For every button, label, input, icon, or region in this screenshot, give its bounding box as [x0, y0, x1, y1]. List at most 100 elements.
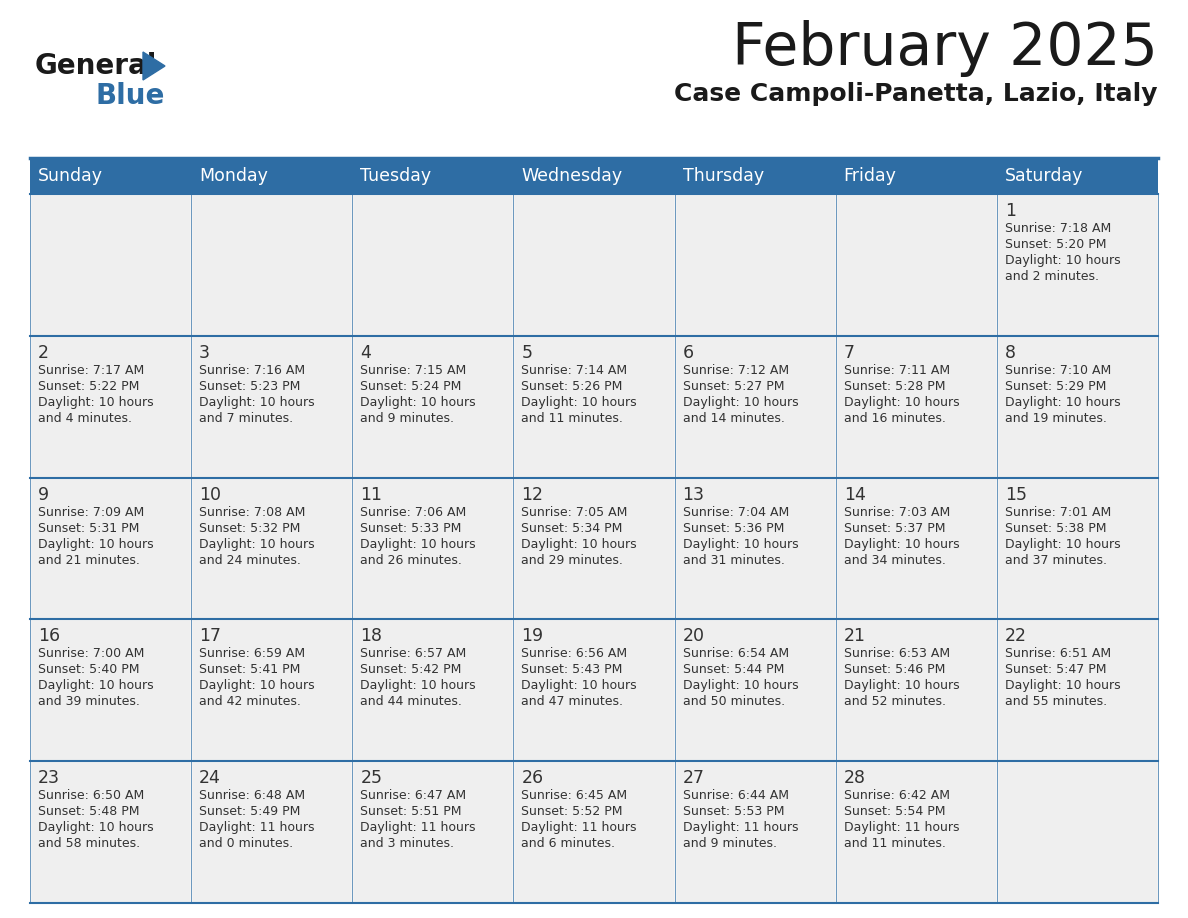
Bar — [191, 620, 353, 761]
Polygon shape — [143, 52, 165, 80]
Text: Daylight: 10 hours: Daylight: 10 hours — [200, 679, 315, 692]
Bar — [353, 761, 513, 903]
Text: and 9 minutes.: and 9 minutes. — [683, 837, 777, 850]
Text: and 19 minutes.: and 19 minutes. — [1005, 412, 1107, 425]
Text: Sunset: 5:36 PM: Sunset: 5:36 PM — [683, 521, 784, 534]
Text: 19: 19 — [522, 627, 544, 645]
Text: and 0 minutes.: and 0 minutes. — [200, 837, 293, 850]
Text: Sunset: 5:37 PM: Sunset: 5:37 PM — [843, 521, 946, 534]
Text: Daylight: 10 hours: Daylight: 10 hours — [38, 538, 153, 551]
Text: Sunrise: 7:04 AM: Sunrise: 7:04 AM — [683, 506, 789, 519]
Text: and 11 minutes.: and 11 minutes. — [522, 412, 624, 425]
Bar — [353, 158, 513, 194]
Text: 10: 10 — [200, 486, 221, 504]
Bar — [997, 477, 1158, 620]
Text: Sunset: 5:51 PM: Sunset: 5:51 PM — [360, 805, 462, 818]
Text: Thursday: Thursday — [683, 167, 764, 185]
Bar — [191, 336, 353, 477]
Text: and 47 minutes.: and 47 minutes. — [522, 696, 624, 709]
Bar — [191, 761, 353, 903]
Text: Sunset: 5:28 PM: Sunset: 5:28 PM — [843, 380, 946, 393]
Text: Sunrise: 7:15 AM: Sunrise: 7:15 AM — [360, 364, 467, 376]
Bar — [997, 336, 1158, 477]
Bar — [353, 620, 513, 761]
Text: 1: 1 — [1005, 202, 1016, 220]
Text: Sunrise: 7:08 AM: Sunrise: 7:08 AM — [200, 506, 305, 519]
Text: Friday: Friday — [843, 167, 897, 185]
Text: Sunrise: 6:59 AM: Sunrise: 6:59 AM — [200, 647, 305, 660]
Bar — [513, 620, 675, 761]
Bar — [30, 194, 191, 336]
Text: and 21 minutes.: and 21 minutes. — [38, 554, 140, 566]
Text: and 26 minutes.: and 26 minutes. — [360, 554, 462, 566]
Text: Daylight: 11 hours: Daylight: 11 hours — [683, 822, 798, 834]
Bar — [191, 477, 353, 620]
Text: and 2 minutes.: and 2 minutes. — [1005, 270, 1099, 283]
Bar — [675, 761, 835, 903]
Text: 26: 26 — [522, 769, 544, 788]
Text: and 6 minutes.: and 6 minutes. — [522, 837, 615, 850]
Text: Sunrise: 7:10 AM: Sunrise: 7:10 AM — [1005, 364, 1111, 376]
Text: Sunset: 5:38 PM: Sunset: 5:38 PM — [1005, 521, 1106, 534]
Text: Sunrise: 6:51 AM: Sunrise: 6:51 AM — [1005, 647, 1111, 660]
Text: and 39 minutes.: and 39 minutes. — [38, 696, 140, 709]
Text: and 44 minutes.: and 44 minutes. — [360, 696, 462, 709]
Text: Daylight: 10 hours: Daylight: 10 hours — [843, 538, 960, 551]
Bar — [353, 336, 513, 477]
Text: Sunrise: 7:00 AM: Sunrise: 7:00 AM — [38, 647, 145, 660]
Text: Sunset: 5:52 PM: Sunset: 5:52 PM — [522, 805, 623, 818]
Text: Daylight: 10 hours: Daylight: 10 hours — [683, 396, 798, 409]
Text: Blue: Blue — [95, 82, 164, 110]
Bar — [997, 194, 1158, 336]
Text: 21: 21 — [843, 627, 866, 645]
Text: 15: 15 — [1005, 486, 1026, 504]
Text: 22: 22 — [1005, 627, 1026, 645]
Text: Daylight: 10 hours: Daylight: 10 hours — [522, 679, 637, 692]
Bar — [30, 620, 191, 761]
Text: Sunset: 5:27 PM: Sunset: 5:27 PM — [683, 380, 784, 393]
Text: Sunset: 5:22 PM: Sunset: 5:22 PM — [38, 380, 139, 393]
Text: Sunrise: 7:14 AM: Sunrise: 7:14 AM — [522, 364, 627, 376]
Text: and 7 minutes.: and 7 minutes. — [200, 412, 293, 425]
Bar — [835, 158, 997, 194]
Bar — [30, 477, 191, 620]
Text: and 55 minutes.: and 55 minutes. — [1005, 696, 1107, 709]
Text: Daylight: 10 hours: Daylight: 10 hours — [1005, 679, 1120, 692]
Text: Daylight: 11 hours: Daylight: 11 hours — [843, 822, 959, 834]
Text: Sunset: 5:26 PM: Sunset: 5:26 PM — [522, 380, 623, 393]
Text: Saturday: Saturday — [1005, 167, 1083, 185]
Text: Daylight: 10 hours: Daylight: 10 hours — [522, 538, 637, 551]
Bar — [835, 336, 997, 477]
Text: 23: 23 — [38, 769, 61, 788]
Bar — [997, 620, 1158, 761]
Text: Sunrise: 6:56 AM: Sunrise: 6:56 AM — [522, 647, 627, 660]
Text: 16: 16 — [38, 627, 61, 645]
Text: and 34 minutes.: and 34 minutes. — [843, 554, 946, 566]
Text: and 31 minutes.: and 31 minutes. — [683, 554, 784, 566]
Bar — [997, 761, 1158, 903]
Text: 28: 28 — [843, 769, 866, 788]
Text: 13: 13 — [683, 486, 704, 504]
Text: Daylight: 10 hours: Daylight: 10 hours — [200, 538, 315, 551]
Text: Sunrise: 7:11 AM: Sunrise: 7:11 AM — [843, 364, 950, 376]
Text: 9: 9 — [38, 486, 49, 504]
Text: Sunrise: 6:50 AM: Sunrise: 6:50 AM — [38, 789, 144, 802]
Text: Daylight: 10 hours: Daylight: 10 hours — [683, 538, 798, 551]
Text: Daylight: 10 hours: Daylight: 10 hours — [1005, 538, 1120, 551]
Text: Sunrise: 6:57 AM: Sunrise: 6:57 AM — [360, 647, 467, 660]
Bar — [353, 194, 513, 336]
Text: Wednesday: Wednesday — [522, 167, 623, 185]
Text: 8: 8 — [1005, 344, 1016, 362]
Text: 18: 18 — [360, 627, 383, 645]
Text: Sunset: 5:53 PM: Sunset: 5:53 PM — [683, 805, 784, 818]
Bar — [30, 761, 191, 903]
Text: Daylight: 10 hours: Daylight: 10 hours — [683, 679, 798, 692]
Text: Sunrise: 6:54 AM: Sunrise: 6:54 AM — [683, 647, 789, 660]
Text: Daylight: 10 hours: Daylight: 10 hours — [360, 679, 476, 692]
Text: Daylight: 11 hours: Daylight: 11 hours — [522, 822, 637, 834]
Text: and 52 minutes.: and 52 minutes. — [843, 696, 946, 709]
Text: Sunset: 5:24 PM: Sunset: 5:24 PM — [360, 380, 462, 393]
Text: Daylight: 10 hours: Daylight: 10 hours — [1005, 396, 1120, 409]
Bar — [353, 477, 513, 620]
Bar — [835, 477, 997, 620]
